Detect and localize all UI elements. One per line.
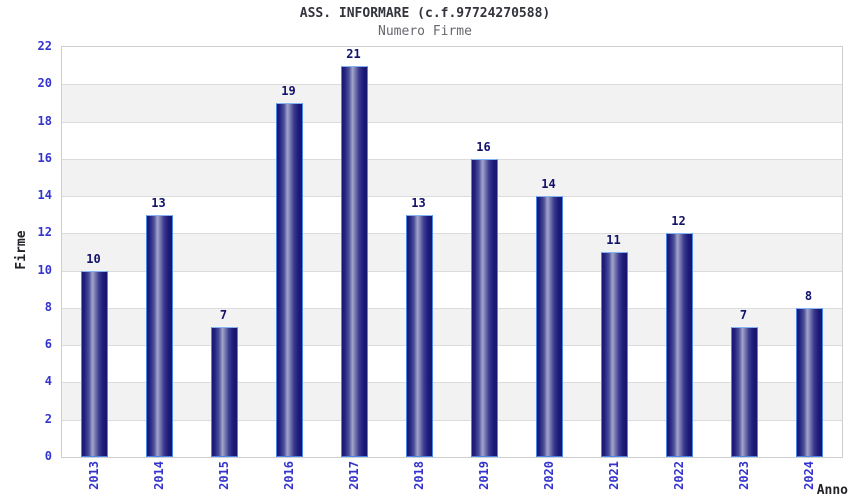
bar [146,214,173,457]
x-tick-label: 2021 [606,461,621,490]
plot-band [62,382,842,420]
bar [276,102,303,457]
bar [796,307,823,457]
bar [81,270,108,457]
y-tick-label: 14 [37,188,52,203]
x-tick-label: 2017 [346,461,361,490]
y-tick-label: 0 [44,449,52,463]
bar-value-label: 21 [346,46,361,61]
y-tick-label: 8 [44,299,52,314]
x-axis-title: Anno [816,483,848,498]
bar [341,65,368,457]
bar-value-label: 14 [541,177,556,192]
bar-value-label: 13 [411,195,426,210]
bar-value-label: 8 [804,288,813,303]
plot-band [62,270,842,308]
plot-band [62,84,842,122]
x-tick-label: 2015 [216,461,231,490]
bar-value-label: 11 [606,233,621,247]
y-tick-label: 4 [44,374,52,389]
bar-value-label: 10 [86,251,101,266]
bar [666,233,693,457]
y-tick-label: 6 [44,337,52,352]
y-tick-label: 18 [37,113,52,128]
y-tick-label: 22 [37,39,52,53]
bar-value-label: 7 [739,307,748,322]
bar [536,196,563,457]
chart-title: ASS. INFORMARE (c.f.97724270588) [299,6,551,21]
x-tick-label: 2024 [801,461,816,490]
bar-value-label: 16 [476,139,491,154]
x-tick-label: 2014 [151,461,166,490]
x-tick-label: 2023 [736,461,751,490]
bar [731,326,758,457]
plot-band [62,233,842,271]
bar [211,326,238,457]
bar-value-label: 13 [151,195,166,210]
bar [406,214,433,457]
bar [601,252,628,457]
plot-area [61,46,843,458]
bar [471,158,498,457]
bar-value-label: 19 [281,83,296,98]
y-tick-label: 12 [37,225,52,240]
plot-band [62,47,842,85]
y-tick-label: 16 [37,150,52,165]
bar-value-label: 12 [671,214,686,229]
y-tick-label: 10 [37,262,52,277]
chart-subtitle: Numero Firme [378,24,472,39]
plot-band [62,158,842,197]
x-tick-label: 2016 [281,461,296,490]
x-tick-label: 2013 [86,461,101,490]
plot-band [62,307,842,346]
y-tick-label: 2 [44,411,52,426]
x-tick-label: 2022 [671,461,686,490]
x-tick-label: 2018 [411,461,426,490]
y-tick-label: 20 [37,76,52,91]
plot-band [62,345,842,383]
plot-band [62,419,842,457]
plot-band [62,196,842,234]
x-tick-label: 2019 [476,461,491,490]
x-tick-label: 2020 [541,461,556,490]
plot-band [62,121,842,159]
bar-value-label: 7 [219,307,228,322]
